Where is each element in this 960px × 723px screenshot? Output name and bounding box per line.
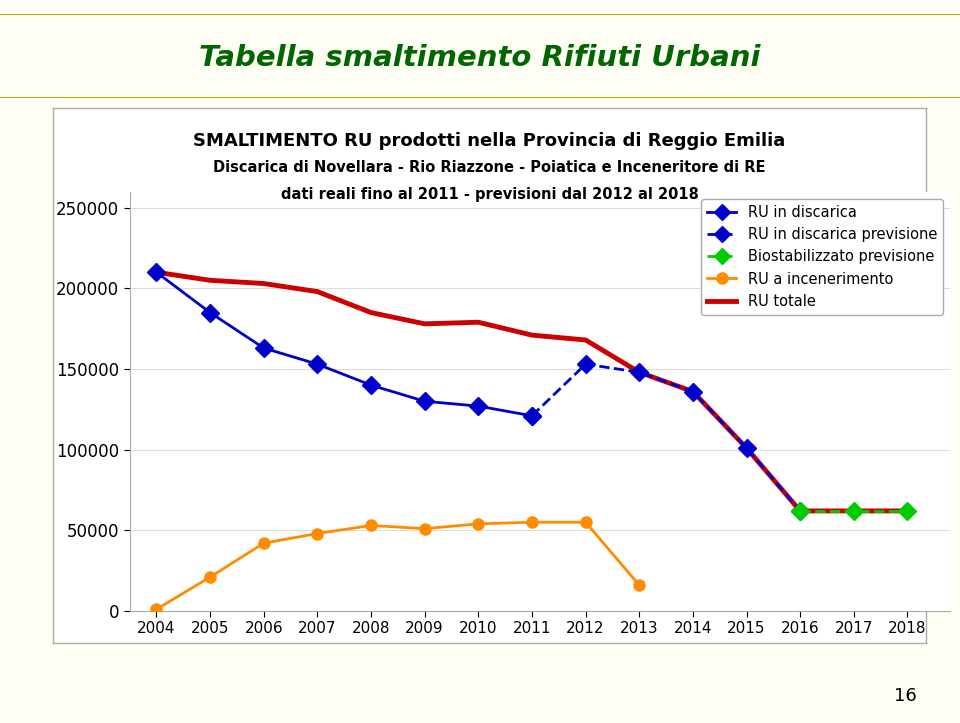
Line: RU in discarica previsione: RU in discarica previsione xyxy=(526,358,806,517)
RU a incenerimento xyxy=(151,605,162,614)
Biostabilizzato previsione xyxy=(848,507,859,515)
RU a incenerimento xyxy=(204,573,216,581)
Text: SMALTIMENTO RU prodotti nella Provincia di Reggio Emilia: SMALTIMENTO RU prodotti nella Provincia … xyxy=(194,132,785,150)
RU totale xyxy=(204,276,216,285)
RU a incenerimento xyxy=(634,581,645,589)
RU in discarica xyxy=(472,402,484,411)
RU in discarica xyxy=(312,360,324,369)
RU totale xyxy=(526,331,538,340)
RU in discarica previsione xyxy=(687,388,699,396)
RU a incenerimento xyxy=(312,529,324,538)
Line: Biostabilizzato previsione: Biostabilizzato previsione xyxy=(794,505,914,517)
RU totale xyxy=(741,444,753,453)
RU totale xyxy=(419,320,430,328)
RU in discarica xyxy=(204,308,216,317)
Text: Tabella smaltimento Rifiuti Urbani: Tabella smaltimento Rifiuti Urbani xyxy=(200,43,760,72)
RU totale xyxy=(848,507,859,515)
RU a incenerimento xyxy=(580,518,591,526)
RU totale xyxy=(151,268,162,277)
RU in discarica xyxy=(258,343,270,352)
RU in discarica previsione xyxy=(580,360,591,369)
RU totale xyxy=(901,507,913,515)
RU a incenerimento xyxy=(419,524,430,533)
RU in discarica xyxy=(419,397,430,406)
RU in discarica previsione xyxy=(741,444,753,453)
RU totale xyxy=(580,335,591,344)
RU a incenerimento xyxy=(472,520,484,529)
RU totale xyxy=(365,308,376,317)
Biostabilizzato previsione xyxy=(795,507,806,515)
RU in discarica previsione xyxy=(795,507,806,515)
RU in discarica xyxy=(151,268,162,277)
RU totale xyxy=(795,507,806,515)
Biostabilizzato previsione xyxy=(901,507,913,515)
Text: Discarica di Novellara - Rio Riazzone - Poiatica e Inceneritore di RE: Discarica di Novellara - Rio Riazzone - … xyxy=(213,160,766,175)
RU a incenerimento xyxy=(365,521,376,530)
Line: RU a incenerimento: RU a incenerimento xyxy=(151,517,645,615)
RU totale xyxy=(634,368,645,377)
Line: RU in discarica: RU in discarica xyxy=(150,266,539,422)
Text: 16: 16 xyxy=(894,687,917,705)
RU a incenerimento xyxy=(526,518,538,526)
Line: RU totale: RU totale xyxy=(156,273,907,511)
RU in discarica xyxy=(526,411,538,420)
RU totale xyxy=(472,318,484,327)
RU totale xyxy=(258,279,270,288)
RU totale xyxy=(312,287,324,296)
RU totale xyxy=(687,388,699,396)
RU a incenerimento xyxy=(258,539,270,547)
RU in discarica xyxy=(365,381,376,390)
RU in discarica previsione xyxy=(634,368,645,377)
RU in discarica previsione xyxy=(526,411,538,420)
Legend: RU in discarica, RU in discarica previsione, Biostabilizzato previsione, RU a in: RU in discarica, RU in discarica previsi… xyxy=(701,199,943,315)
Text: dati reali fino al 2011 - previsioni dal 2012 al 2018: dati reali fino al 2011 - previsioni dal… xyxy=(280,187,699,202)
